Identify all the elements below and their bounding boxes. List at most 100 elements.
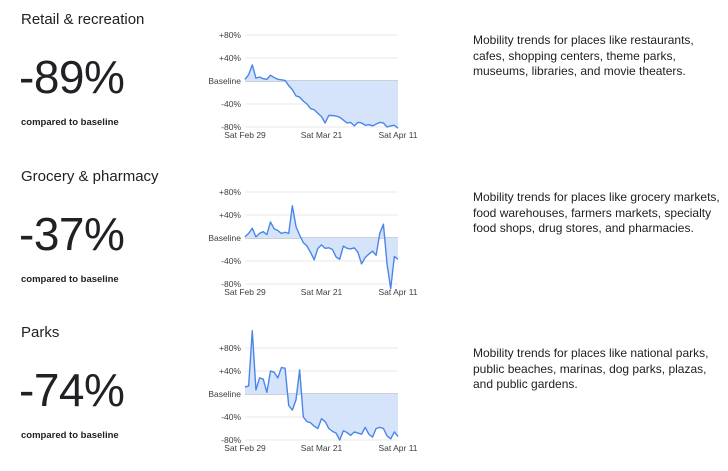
data-point — [317, 428, 318, 429]
data-point — [372, 125, 373, 126]
data-point — [335, 433, 336, 434]
category-title: Parks — [21, 324, 60, 341]
data-point — [361, 122, 362, 123]
data-point — [368, 434, 369, 435]
x-tick-label: Sat Apr 11 — [378, 287, 417, 297]
data-point — [244, 387, 245, 388]
category-description: Mobility trends for places like grocery … — [473, 190, 720, 235]
data-point — [397, 259, 398, 260]
x-tick-label: Sat Mar 21 — [301, 287, 343, 297]
data-point — [339, 259, 340, 260]
data-point — [339, 117, 340, 118]
data-point — [263, 378, 264, 379]
data-point — [328, 428, 329, 429]
data-point — [310, 252, 311, 253]
category-description: Mobility trends for places like restaura… — [473, 33, 694, 78]
data-point — [386, 435, 387, 436]
data-point — [255, 78, 256, 79]
data-point — [357, 433, 358, 434]
data-point — [321, 244, 322, 245]
data-point — [284, 232, 285, 233]
data-point — [346, 122, 347, 123]
y-tick-label: -80% — [221, 435, 241, 445]
category-title: Retail & recreation — [21, 11, 145, 28]
data-point — [376, 255, 377, 256]
data-point — [281, 233, 282, 234]
data-point — [314, 259, 315, 260]
data-point — [354, 431, 355, 432]
change-percent: -74% — [19, 364, 125, 416]
data-point — [397, 128, 398, 129]
y-tick-label: -80% — [221, 122, 241, 132]
compared-label: compared to baseline — [21, 117, 119, 128]
data-point — [314, 426, 315, 427]
data-point — [303, 416, 304, 417]
data-point — [372, 437, 373, 438]
data-point — [332, 115, 333, 116]
y-tick-label: +80% — [219, 30, 241, 40]
data-point — [299, 235, 300, 236]
data-point — [394, 125, 395, 126]
data-point — [346, 432, 347, 433]
retail-recreation-panel: Retail & recreation -89% compared to bas… — [0, 0, 728, 157]
data-point — [394, 256, 395, 257]
y-tick-label: Baseline — [208, 389, 241, 399]
category-title: Grocery & pharmacy — [21, 168, 159, 185]
data-point — [354, 125, 355, 126]
data-point — [255, 389, 256, 390]
data-point — [343, 245, 344, 246]
data-point — [288, 405, 289, 406]
data-point — [397, 436, 398, 437]
y-tick-label: +40% — [219, 366, 241, 376]
data-point — [350, 435, 351, 436]
change-percent: -89% — [19, 51, 125, 103]
x-tick-label: Sat Feb 29 — [224, 130, 266, 140]
data-point — [383, 224, 384, 225]
x-tick-label: Sat Feb 29 — [224, 287, 266, 297]
y-tick-label: -40% — [221, 256, 241, 266]
data-point — [386, 126, 387, 127]
data-point — [332, 249, 333, 250]
y-tick-label: +80% — [219, 187, 241, 197]
data-point — [281, 367, 282, 368]
compared-label: compared to baseline — [21, 274, 119, 285]
data-point — [259, 76, 260, 77]
data-point — [335, 256, 336, 257]
data-point — [379, 233, 380, 234]
data-point — [321, 418, 322, 419]
data-point — [394, 431, 395, 432]
data-point — [295, 95, 296, 96]
data-point — [248, 233, 249, 234]
data-point — [284, 80, 285, 81]
data-point — [306, 103, 307, 104]
grocery-pharmacy-panel: Grocery & pharmacy -37% compared to base… — [0, 157, 728, 314]
data-point — [317, 113, 318, 114]
parks-panel: Parks -74% compared to baseline +80% +40%… — [0, 313, 728, 470]
data-point — [274, 77, 275, 78]
data-point — [350, 122, 351, 123]
x-tick-label: Sat Mar 21 — [301, 443, 343, 453]
data-point — [386, 264, 387, 265]
data-point — [390, 125, 391, 126]
data-point — [277, 79, 278, 80]
data-point — [303, 101, 304, 102]
data-point — [343, 120, 344, 121]
y-tick-label: +40% — [219, 210, 241, 220]
data-point — [255, 236, 256, 237]
data-point — [325, 248, 326, 249]
data-point — [277, 377, 278, 378]
data-point — [252, 64, 253, 65]
y-tick-label: Baseline — [208, 76, 241, 86]
data-point — [292, 89, 293, 90]
undefined — [244, 330, 399, 441]
data-point — [383, 428, 384, 429]
data-point — [259, 377, 260, 378]
series-area — [245, 205, 398, 289]
data-point — [379, 427, 380, 428]
series-area — [245, 64, 398, 129]
data-point — [310, 108, 311, 109]
data-point — [299, 97, 300, 98]
data-point — [292, 205, 293, 206]
data-point — [288, 233, 289, 234]
data-point — [335, 115, 336, 116]
